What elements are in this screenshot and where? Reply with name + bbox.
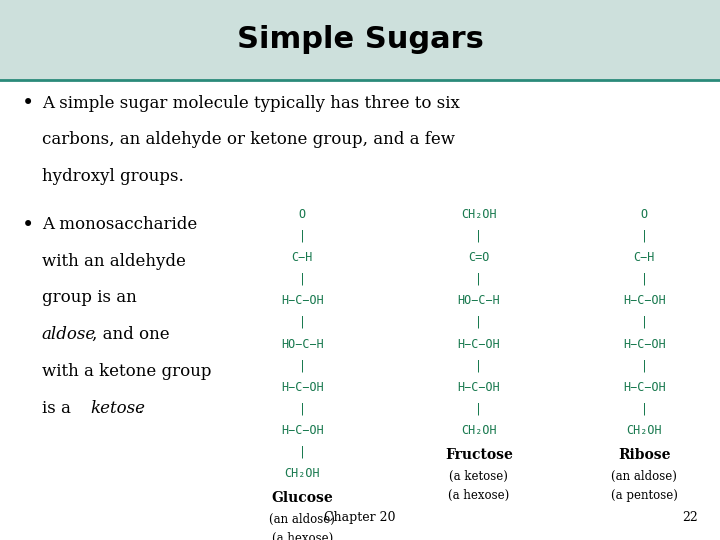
Text: |: | — [641, 273, 648, 286]
Text: |: | — [641, 402, 648, 415]
Text: .: . — [138, 400, 143, 416]
Text: C−H: C−H — [292, 251, 313, 264]
Text: , and one: , and one — [92, 326, 170, 343]
Text: group is an: group is an — [42, 289, 137, 306]
Text: •: • — [22, 94, 34, 113]
Text: |: | — [475, 273, 482, 286]
Text: HO−C−H: HO−C−H — [281, 338, 324, 350]
Text: Simple Sugars: Simple Sugars — [237, 25, 483, 55]
Text: ketose: ketose — [91, 400, 145, 416]
Text: (an aldose): (an aldose) — [611, 470, 678, 483]
Text: (a pentose): (a pentose) — [611, 489, 678, 502]
Text: Ribose: Ribose — [618, 448, 670, 462]
Text: Glucose: Glucose — [271, 491, 333, 505]
Text: (a ketose): (a ketose) — [449, 470, 508, 483]
Text: aldose: aldose — [42, 326, 96, 343]
Text: |: | — [299, 273, 306, 286]
Text: (an aldose): (an aldose) — [269, 513, 336, 526]
Text: A simple sugar molecule typically has three to six: A simple sugar molecule typically has th… — [42, 94, 459, 111]
Text: HO−C−H: HO−C−H — [457, 294, 500, 307]
Text: carbons, an aldehyde or ketone group, and a few: carbons, an aldehyde or ketone group, an… — [42, 131, 455, 148]
Text: O: O — [299, 208, 306, 221]
Text: H−C−OH: H−C−OH — [281, 294, 324, 307]
Bar — [0, 0, 720, 80]
Text: O: O — [641, 208, 648, 221]
Text: CH₂OH: CH₂OH — [284, 467, 320, 480]
Text: with a ketone group: with a ketone group — [42, 363, 211, 380]
Text: C−H: C−H — [634, 251, 655, 264]
Text: |: | — [475, 316, 482, 329]
Text: |: | — [475, 230, 482, 242]
Text: hydroxyl groups.: hydroxyl groups. — [42, 168, 184, 185]
Text: |: | — [475, 402, 482, 415]
Text: H−C−OH: H−C−OH — [623, 338, 666, 350]
Text: H−C−OH: H−C−OH — [623, 381, 666, 394]
Text: |: | — [299, 402, 306, 415]
Text: (a hexose): (a hexose) — [448, 489, 510, 502]
Text: |: | — [641, 230, 648, 242]
Text: H−C−OH: H−C−OH — [457, 381, 500, 394]
Text: is a: is a — [42, 400, 71, 416]
Text: CH₂OH: CH₂OH — [461, 208, 497, 221]
Text: H−C−OH: H−C−OH — [281, 424, 324, 437]
Text: CH₂OH: CH₂OH — [461, 424, 497, 437]
Text: H−C−OH: H−C−OH — [281, 381, 324, 394]
Text: CH₂OH: CH₂OH — [626, 424, 662, 437]
Text: |: | — [299, 446, 306, 458]
Text: |: | — [475, 359, 482, 372]
Text: |: | — [299, 230, 306, 242]
Text: with an aldehyde: with an aldehyde — [42, 253, 186, 269]
Text: |: | — [641, 359, 648, 372]
Text: Fructose: Fructose — [445, 448, 513, 462]
Text: (a hexose): (a hexose) — [271, 532, 333, 540]
Text: 22: 22 — [683, 511, 698, 524]
Text: H−C−OH: H−C−OH — [457, 338, 500, 350]
Text: |: | — [299, 316, 306, 329]
Text: •: • — [22, 216, 34, 235]
Text: A monosaccharide: A monosaccharide — [42, 216, 197, 233]
Text: C=O: C=O — [468, 251, 490, 264]
Text: H−C−OH: H−C−OH — [623, 294, 666, 307]
Text: Chapter 20: Chapter 20 — [324, 511, 396, 524]
Text: |: | — [641, 316, 648, 329]
Text: |: | — [299, 359, 306, 372]
